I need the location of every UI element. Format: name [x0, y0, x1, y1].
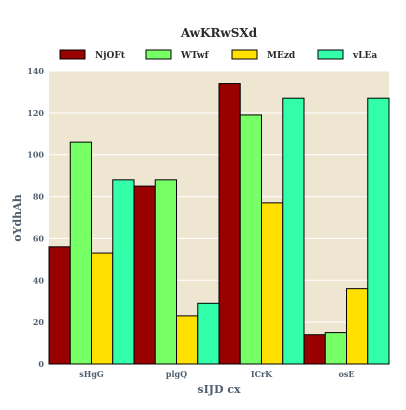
y-tick-label-140: 140: [27, 66, 44, 76]
y-tick-label-0: 0: [38, 359, 44, 369]
bar-MEzd-ICrK: [261, 202, 284, 365]
bar-NjOFt-osE: [303, 334, 326, 365]
y-tick-label-40: 40: [33, 275, 45, 285]
bar-WTwf-plgQ: [154, 179, 177, 365]
bar-WTwf-ICrK: [239, 114, 262, 365]
legend-label-WTwf: WTwf: [180, 51, 210, 61]
chart-title: AwKRwSXd: [180, 26, 258, 40]
bar-NjOFt-plgQ: [133, 185, 156, 365]
y-tick-label-100: 100: [27, 150, 44, 160]
bar-MEzd-sHgG: [91, 252, 114, 365]
bar-MEzd-osE: [346, 288, 369, 365]
bar-vLEa-ICrK: [282, 97, 305, 365]
y-tick-label-80: 80: [33, 192, 45, 202]
x-axis-label: sIJD cx: [197, 383, 241, 396]
legend-swatch-MEzd: [231, 49, 258, 60]
y-axis-ticks: 0 20 40 60 80 100 120 140: [27, 66, 44, 369]
bar-NjOFt-sHgG: [48, 246, 71, 365]
bar-vLEa-plgQ: [197, 302, 220, 365]
y-tick-label-20: 20: [33, 317, 45, 327]
x-tick-label-plgQ: plgQ: [166, 369, 187, 379]
bar-WTwf-sHgG: [69, 141, 92, 365]
legend-label-MEzd: MEzd: [267, 51, 296, 61]
legend-swatch-vLEa: [317, 49, 344, 60]
bars: [48, 83, 390, 365]
x-tick-label-sHgG: sHgG: [79, 369, 104, 379]
bar-NjOFt-ICrK: [218, 83, 241, 365]
bar-vLEa-sHgG: [112, 179, 135, 365]
legend-swatch-NjOFt: [59, 49, 86, 60]
x-tick-label-osE: osE: [339, 369, 355, 379]
legend: NjOFt WTwf MEzd vLEa: [59, 49, 377, 61]
bar-vLEa-osE: [367, 97, 390, 365]
legend-swatch-WTwf: [145, 49, 172, 60]
bar-WTwf-osE: [324, 332, 347, 365]
x-axis-ticks: sHgG plgQ ICrK osE: [79, 369, 354, 379]
bar-MEzd-plgQ: [176, 315, 199, 365]
y-tick-label-60: 60: [33, 233, 45, 243]
x-tick-label-ICrK: ICrK: [251, 369, 273, 379]
legend-label-NjOFt: NjOFt: [95, 51, 126, 61]
y-tick-label-120: 120: [27, 108, 44, 118]
y-axis-label: oYdhAh: [11, 194, 24, 241]
legend-label-vLEa: vLEa: [352, 51, 377, 61]
